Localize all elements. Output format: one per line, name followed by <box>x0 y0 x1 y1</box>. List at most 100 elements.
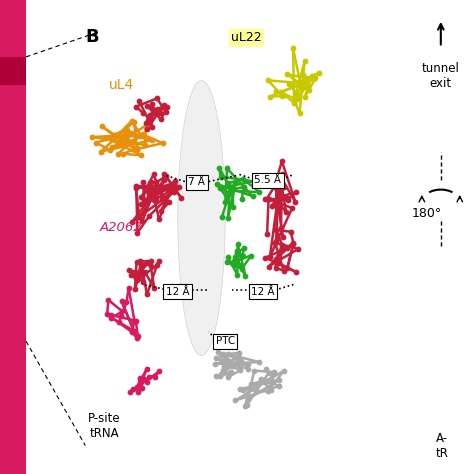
Point <box>137 384 145 392</box>
Point <box>153 178 160 186</box>
Point <box>161 176 168 183</box>
Point <box>229 203 237 210</box>
Point <box>275 376 283 383</box>
Point <box>277 173 284 181</box>
Point <box>151 373 159 380</box>
Point <box>117 137 125 145</box>
Point <box>217 372 224 380</box>
Point <box>88 133 96 141</box>
Point <box>148 123 156 131</box>
Point <box>132 274 140 282</box>
Point <box>141 268 148 275</box>
Point <box>245 365 252 373</box>
Point <box>279 233 287 241</box>
Point <box>137 201 145 208</box>
Point <box>132 103 140 110</box>
Point <box>273 237 280 245</box>
Point <box>226 187 234 194</box>
Point <box>235 349 243 357</box>
Text: uL4: uL4 <box>109 78 134 92</box>
Point <box>283 245 291 252</box>
Point <box>278 157 286 165</box>
Point <box>130 327 137 335</box>
Point <box>308 72 316 80</box>
Point <box>170 179 178 187</box>
Point <box>296 78 304 86</box>
Point <box>305 86 313 93</box>
Point <box>157 207 165 215</box>
Point <box>274 259 282 266</box>
Point <box>239 175 247 182</box>
Point <box>267 375 274 383</box>
Point <box>146 212 153 219</box>
FancyBboxPatch shape <box>0 0 26 474</box>
Point <box>240 245 247 252</box>
Point <box>228 362 236 369</box>
Point <box>142 122 149 129</box>
Point <box>273 226 280 234</box>
Point <box>128 219 136 226</box>
Point <box>290 240 297 247</box>
Point <box>143 365 151 373</box>
Text: 12 Å: 12 Å <box>251 286 275 297</box>
Point <box>118 312 125 320</box>
Point <box>131 317 138 325</box>
Point <box>271 257 279 264</box>
Point <box>115 319 122 326</box>
Point <box>264 388 272 395</box>
Point <box>146 111 154 118</box>
Point <box>108 314 115 322</box>
Point <box>247 384 255 392</box>
Point <box>106 146 114 154</box>
Point <box>149 106 157 113</box>
Point <box>257 375 264 383</box>
Point <box>119 150 127 158</box>
Point <box>224 254 232 261</box>
Text: 12 Å: 12 Å <box>166 286 190 297</box>
Point <box>148 137 155 144</box>
Point <box>281 91 288 99</box>
Text: P-site
tRNA: P-site tRNA <box>88 412 120 440</box>
Point <box>224 350 232 358</box>
Point <box>160 101 167 109</box>
Point <box>292 199 299 206</box>
Point <box>266 253 274 260</box>
FancyBboxPatch shape <box>0 57 26 85</box>
Point <box>132 182 140 190</box>
Point <box>234 355 242 363</box>
Point <box>304 85 311 92</box>
Point <box>225 191 233 198</box>
Text: tunnel
exit: tunnel exit <box>422 62 460 90</box>
Point <box>281 183 288 191</box>
Point <box>172 184 180 192</box>
Point <box>145 374 152 381</box>
Point <box>118 298 126 305</box>
Point <box>132 144 139 152</box>
Point <box>224 214 232 221</box>
Point <box>262 365 270 373</box>
Point <box>155 367 163 375</box>
Point <box>125 284 132 292</box>
Point <box>171 177 179 185</box>
Point <box>302 74 310 82</box>
Point <box>134 144 141 151</box>
Point <box>129 385 137 392</box>
Point <box>159 195 166 202</box>
Point <box>274 198 282 206</box>
Point <box>136 374 144 382</box>
Point <box>143 291 151 298</box>
Point <box>265 377 273 385</box>
Point <box>127 138 135 146</box>
Point <box>132 317 139 325</box>
Point <box>234 250 242 257</box>
Point <box>275 252 283 260</box>
Point <box>114 150 122 158</box>
Point <box>128 129 135 137</box>
Point <box>238 195 246 203</box>
Point <box>107 311 115 319</box>
Point <box>283 194 290 202</box>
Point <box>171 182 179 190</box>
Point <box>283 209 290 216</box>
Point <box>141 270 148 277</box>
Point <box>244 361 252 368</box>
